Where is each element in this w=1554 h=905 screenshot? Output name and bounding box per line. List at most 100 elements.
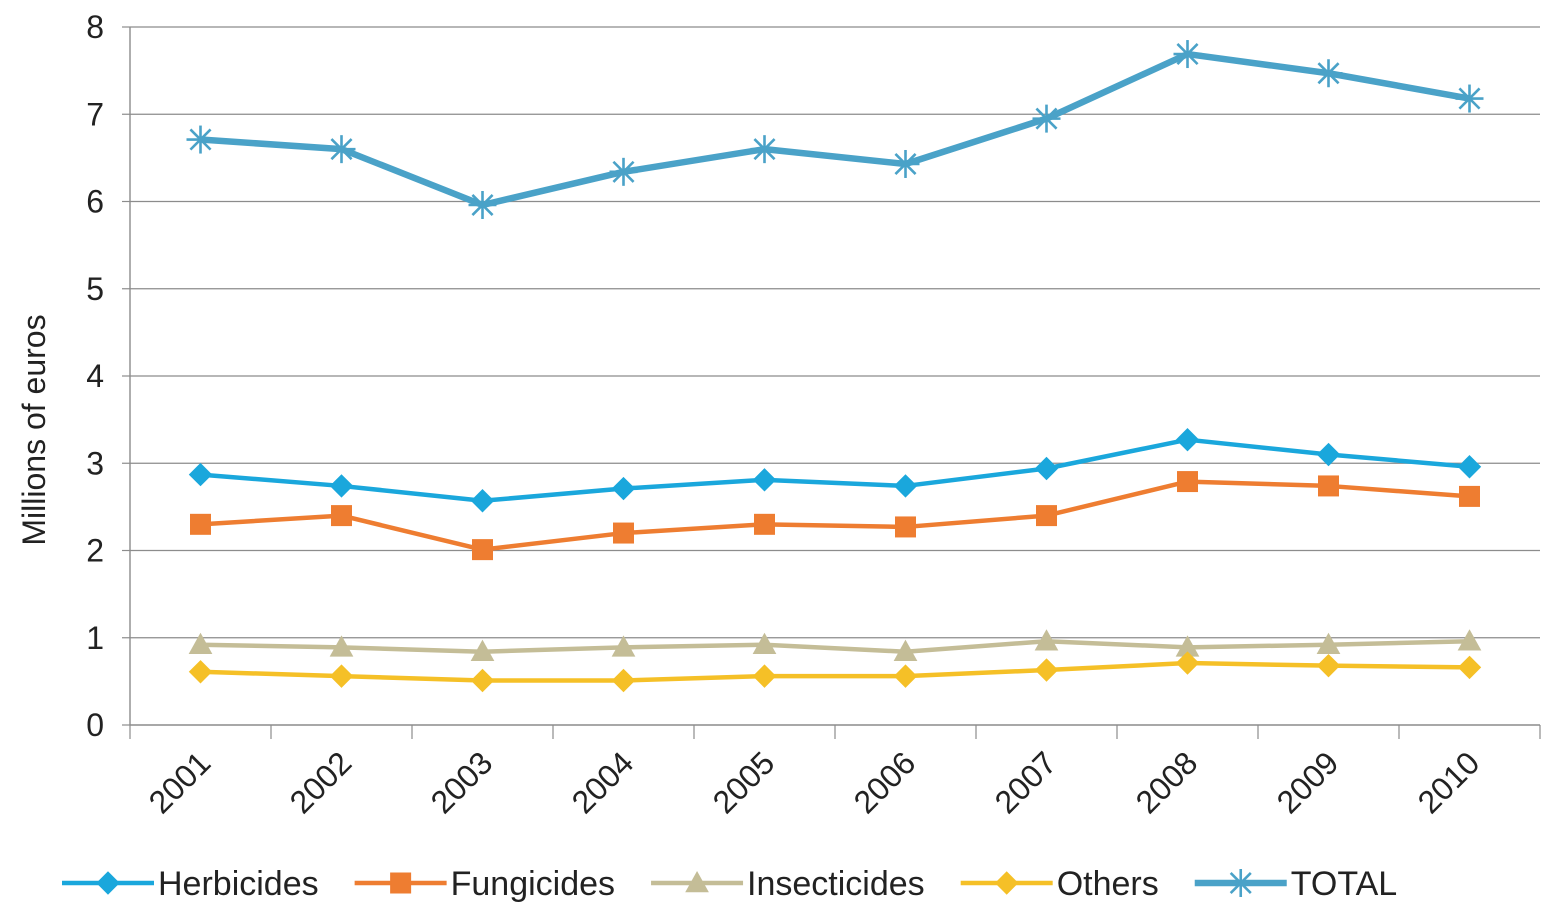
x-tick-label: 2003 xyxy=(424,744,500,820)
data-point-insecticides xyxy=(470,639,495,662)
asterisk-stroke xyxy=(471,193,494,216)
data-point-others xyxy=(1316,653,1341,678)
series-lines xyxy=(186,40,1484,693)
asterisk-stroke xyxy=(753,138,776,161)
x-tick-label: 2007 xyxy=(988,744,1064,820)
data-point-others xyxy=(893,664,918,688)
data-point-total xyxy=(891,149,920,178)
legend-item-herbicides[interactable]: Herbicides xyxy=(62,865,319,903)
asterisk-stroke xyxy=(1458,87,1481,110)
data-point-herbicides xyxy=(1175,427,1200,452)
legend-item-total[interactable]: TOTAL xyxy=(1194,865,1397,903)
data-point-others xyxy=(1175,651,1200,675)
data-point-total xyxy=(1314,59,1343,88)
legend-marker-others xyxy=(994,871,1019,895)
series-line-fungicides xyxy=(198,479,1472,552)
data-point-insecticides xyxy=(188,632,213,655)
y-tick-label: 0 xyxy=(86,707,104,743)
series-insecticides xyxy=(188,629,1482,662)
y-tick-label: 4 xyxy=(86,358,104,394)
y-tick-label: 2 xyxy=(86,533,104,569)
data-point-herbicides xyxy=(470,489,495,513)
data-point-others xyxy=(470,668,495,693)
series-others xyxy=(188,651,1482,693)
data-point-insecticides xyxy=(1457,629,1482,651)
asterisk-stroke xyxy=(1035,107,1058,130)
data-point-others xyxy=(752,664,777,688)
data-point-fungicides xyxy=(754,513,775,535)
data-point-total xyxy=(609,157,638,186)
series-line-insecticides xyxy=(198,638,1472,654)
y-axis-title: Millions of euros xyxy=(16,314,52,545)
legend-item-insecticides[interactable]: Insecticides xyxy=(651,865,925,903)
data-point-herbicides xyxy=(1457,455,1482,479)
data-point-fungicides xyxy=(1318,475,1339,497)
data-point-insecticides xyxy=(329,635,354,657)
data-point-fungicides xyxy=(472,539,493,561)
series-line-total xyxy=(197,50,1473,209)
data-point-insecticides xyxy=(611,635,636,657)
x-tick-label: 2009 xyxy=(1270,744,1346,820)
data-point-others xyxy=(1034,658,1059,682)
legend-marker-fungicides xyxy=(390,872,412,894)
asterisk-stroke xyxy=(330,138,353,161)
legend-item-fungicides[interactable]: Fungicides xyxy=(354,865,615,903)
y-tick-label: 1 xyxy=(86,620,104,656)
data-point-herbicides xyxy=(893,474,918,498)
data-point-total xyxy=(750,135,779,164)
data-point-herbicides xyxy=(611,476,636,501)
axes: 0 1 2 3 4 5 6 7 8 2001 2002 2003 2004 2005 2006 2007 200… xyxy=(86,9,1541,820)
x-tick-label: 2008 xyxy=(1129,744,1205,820)
asterisk-stroke xyxy=(894,152,917,175)
legend-label-total: TOTAL xyxy=(1291,865,1397,903)
data-point-insecticides xyxy=(893,639,918,662)
legend-label-insecticides: Insecticides xyxy=(747,865,925,903)
data-point-others xyxy=(611,668,636,693)
data-point-total xyxy=(1173,40,1202,69)
data-point-total xyxy=(1032,104,1061,133)
legend-marker-herbicides xyxy=(96,871,120,895)
y-tick-label: 8 xyxy=(86,9,104,45)
series-line-others xyxy=(198,660,1472,683)
data-point-fungicides xyxy=(1036,505,1057,527)
data-point-herbicides xyxy=(1316,442,1341,467)
data-point-fungicides xyxy=(895,516,916,538)
asterisk-stroke xyxy=(1229,872,1252,894)
data-point-total xyxy=(1455,84,1484,113)
y-tick-label: 7 xyxy=(86,96,104,132)
legend-item-others[interactable]: Others xyxy=(960,865,1159,903)
data-point-total xyxy=(186,125,215,154)
data-point-insecticides xyxy=(752,632,777,655)
data-point-herbicides xyxy=(1034,456,1059,481)
data-point-fungicides xyxy=(613,522,634,544)
x-tick-label: 2004 xyxy=(565,744,641,820)
data-point-insecticides xyxy=(1316,632,1341,655)
data-point-total xyxy=(468,190,497,219)
data-point-herbicides xyxy=(329,474,354,498)
legend-marker-insecticides xyxy=(685,870,709,893)
legend-label-others: Others xyxy=(1057,865,1159,903)
asterisk-stroke xyxy=(1176,43,1199,66)
legend: Herbicides Fungicides Insecticides Others TO… xyxy=(62,865,1397,903)
data-point-insecticides xyxy=(1034,629,1059,651)
gridlines xyxy=(130,26,1540,639)
data-point-others xyxy=(1457,655,1482,680)
data-point-herbicides xyxy=(188,462,213,487)
data-point-fungicides xyxy=(1177,471,1198,493)
series-total xyxy=(186,40,1484,219)
asterisk-stroke xyxy=(189,128,212,151)
legend-label-fungicides: Fungicides xyxy=(451,865,615,903)
series-fungicides xyxy=(190,471,1480,561)
data-point-herbicides xyxy=(752,468,777,492)
x-tick-label: 2001 xyxy=(142,744,218,820)
data-point-fungicides xyxy=(331,505,352,527)
y-tick-label: 5 xyxy=(86,271,104,307)
x-tick-label: 2002 xyxy=(283,744,359,820)
data-point-total xyxy=(327,135,356,164)
series-line-herbicides xyxy=(198,437,1472,504)
y-tick-label: 6 xyxy=(86,184,104,220)
x-tick-label: 2006 xyxy=(847,744,923,820)
x-tick-label: 2005 xyxy=(706,744,782,820)
asterisk-stroke xyxy=(612,160,635,183)
